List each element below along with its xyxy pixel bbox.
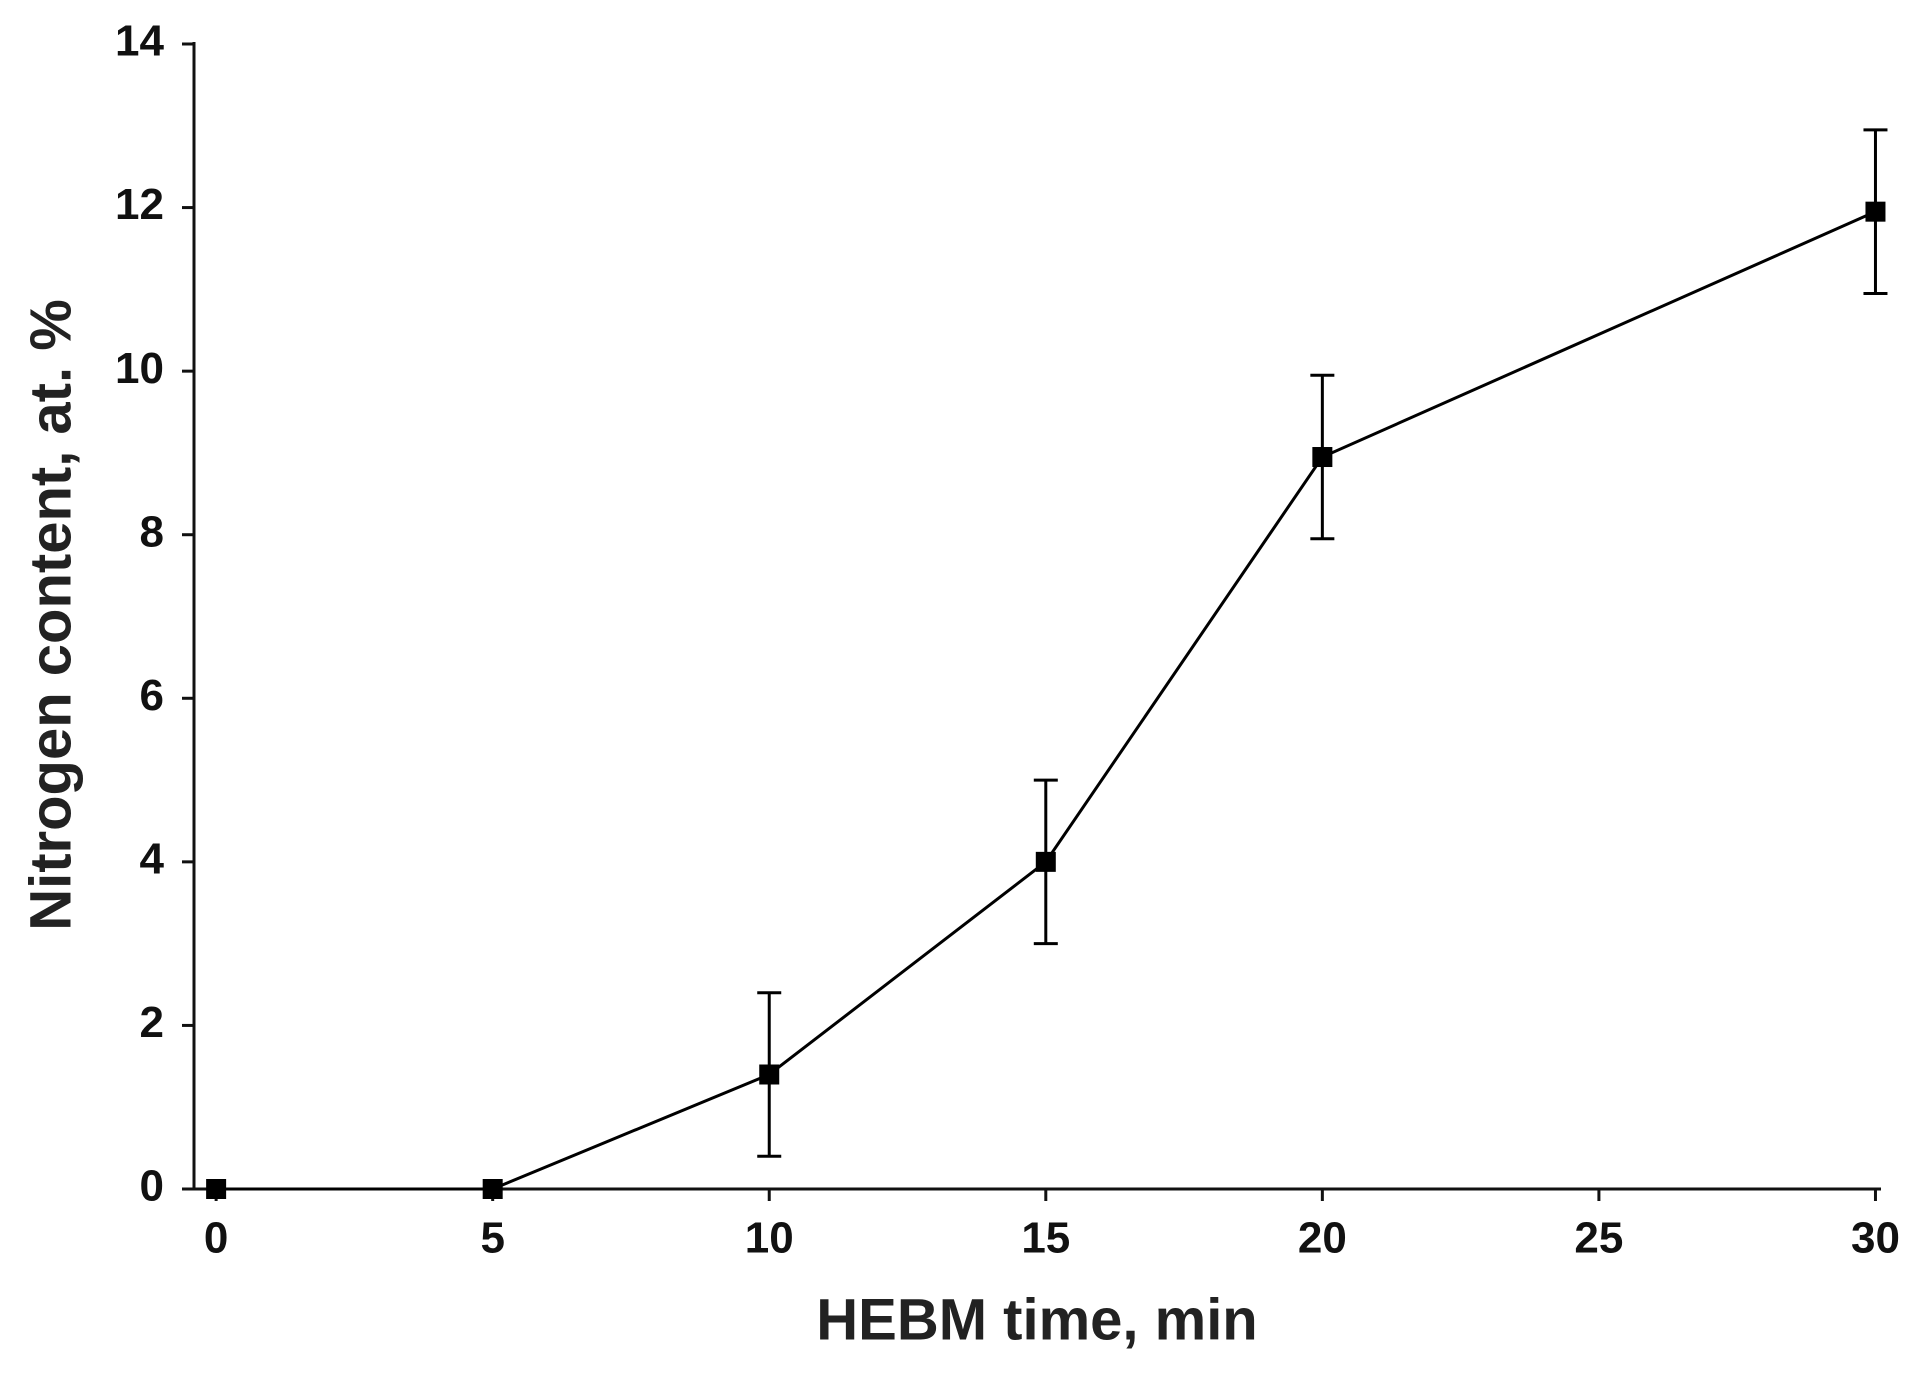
marker: [1865, 201, 1886, 222]
x-axis-label: HEBM time, min: [816, 1287, 1258, 1352]
x-tick-label: 0: [204, 1214, 228, 1263]
marker: [759, 1064, 780, 1085]
marker: [1035, 851, 1056, 872]
y-tick-label: 10: [115, 344, 164, 393]
marker: [482, 1179, 503, 1199]
x-tick-label: 10: [745, 1214, 794, 1263]
x-tick-label: 5: [480, 1214, 504, 1263]
x-tick-label: 15: [1021, 1214, 1070, 1263]
y-tick-label: 14: [115, 17, 164, 66]
y-tick-label: 0: [140, 1162, 164, 1211]
data-line: [216, 210, 1877, 1191]
y-tick-label: 6: [140, 671, 164, 720]
y-tick-label: 2: [140, 998, 164, 1047]
marker: [1312, 447, 1333, 468]
y-tick-label: 8: [140, 507, 164, 556]
x-tick-label: 20: [1298, 1214, 1347, 1263]
x-tick-label: 30: [1851, 1214, 1900, 1263]
marker: [206, 1179, 227, 1199]
y-tick-label: 4: [140, 834, 165, 883]
x-tick-label: 25: [1574, 1214, 1623, 1263]
y-tick-label: 12: [115, 180, 164, 229]
y-axis-label: Nitrogen content, at. %: [18, 299, 83, 931]
